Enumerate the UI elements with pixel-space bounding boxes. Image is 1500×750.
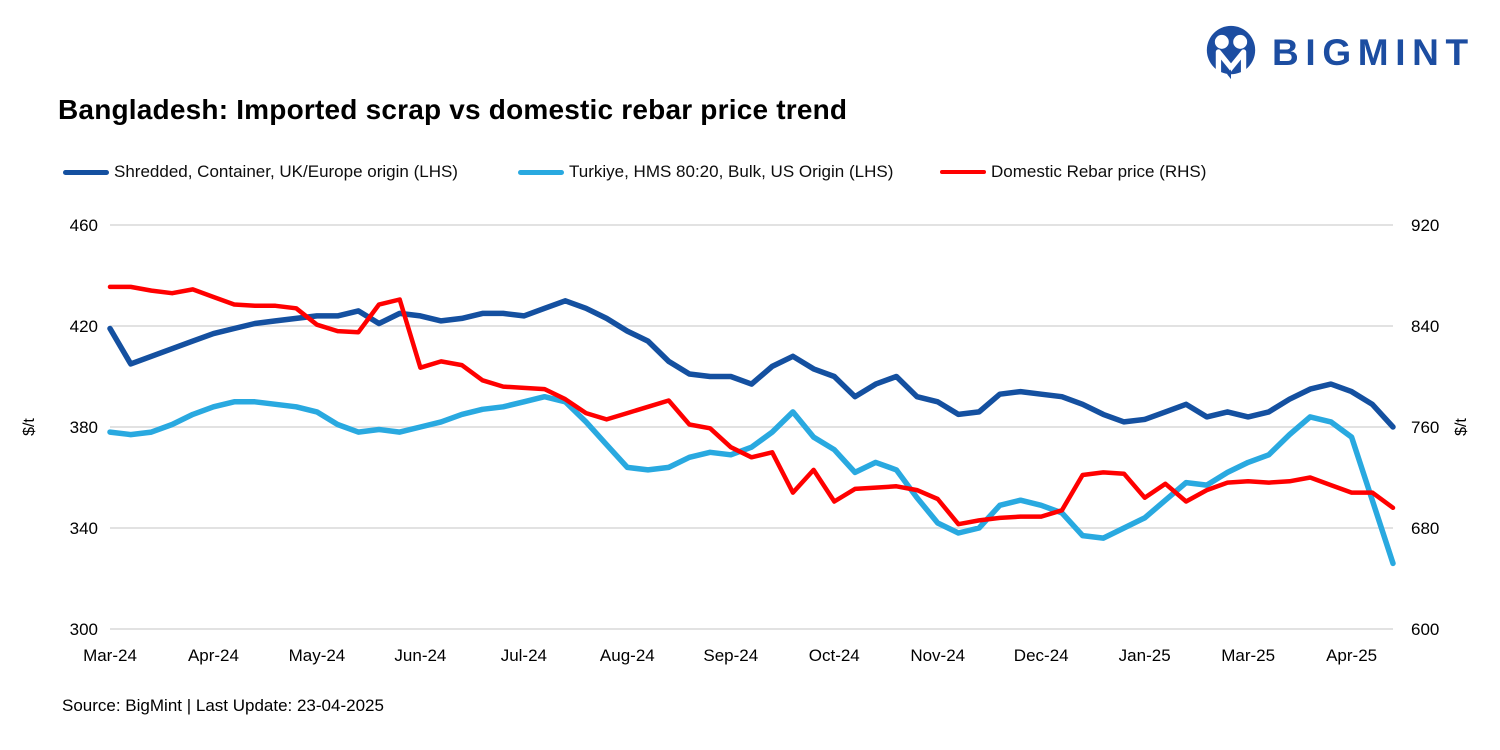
- x-axis-tick-label: Oct-24: [809, 646, 860, 665]
- right-axis-tick-label: 600: [1411, 620, 1439, 639]
- x-axis-tick-label: Apr-24: [188, 646, 239, 665]
- x-axis-tick-label: Mar-25: [1221, 646, 1275, 665]
- x-axis-tick-label: Jul-24: [501, 646, 547, 665]
- x-axis-tick-label: Apr-25: [1326, 646, 1377, 665]
- x-axis-tick-label: Aug-24: [600, 646, 655, 665]
- legend-item-domestic-rebar: Domestic Rebar price (RHS): [940, 160, 1206, 184]
- series-line-shredded: [107, 298, 1396, 430]
- right-axis-tick-label: 840: [1411, 317, 1439, 336]
- right-axis-title: $/t: [1453, 418, 1470, 436]
- left-axis-title: $/t: [21, 418, 38, 436]
- bigmint-people-m-icon: [1206, 25, 1256, 80]
- legend-line-swatch-dark-blue: [63, 169, 109, 175]
- left-axis-tick-label: 420: [70, 317, 98, 336]
- left-axis-tick-label: 460: [70, 216, 98, 235]
- series-line-rebar: [107, 284, 1396, 527]
- right-axis-tick-label: 680: [1411, 519, 1439, 538]
- x-axis-tick-label: Jan-25: [1119, 646, 1171, 665]
- x-axis-tick-label: Sep-24: [703, 646, 758, 665]
- chart-legend: Shredded, Container, UK/Europe origin (L…: [0, 160, 1500, 184]
- x-axis-tick-label: Mar-24: [83, 646, 137, 665]
- bigmint-logo-text: BIGMINT: [1272, 32, 1475, 73]
- legend-line-swatch-light-blue: [518, 169, 564, 175]
- right-axis-tick-label: 760: [1411, 418, 1439, 437]
- x-axis-tick-label: May-24: [289, 646, 346, 665]
- legend-line-swatch-red: [940, 170, 986, 174]
- legend-label: Shredded, Container, UK/Europe origin (L…: [114, 162, 458, 181]
- right-axis-tick-label: 920: [1411, 216, 1439, 235]
- x-axis-tick-label: Dec-24: [1014, 646, 1069, 665]
- left-axis-tick-label: 340: [70, 519, 98, 538]
- bigmint-logo: BIGMINT: [1202, 22, 1475, 84]
- source-note: Source: BigMint | Last Update: 23-04-202…: [62, 696, 384, 715]
- legend-label: Turkiye, HMS 80:20, Bulk, US Origin (LHS…: [569, 162, 894, 181]
- legend-label: Domestic Rebar price (RHS): [991, 162, 1207, 181]
- page-title: Bangladesh: Imported scrap vs domestic r…: [58, 94, 848, 125]
- series-line-turkiye-hms: [107, 393, 1396, 567]
- left-axis-tick-label: 380: [70, 418, 98, 437]
- x-axis-tick-label: Jun-24: [394, 646, 446, 665]
- left-axis-tick-label: 300: [70, 620, 98, 639]
- legend-item-shredded: Shredded, Container, UK/Europe origin (L…: [63, 160, 458, 184]
- x-axis-tick-label: Nov-24: [910, 646, 965, 665]
- legend-item-turkiye-hms: Turkiye, HMS 80:20, Bulk, US Origin (LHS…: [518, 160, 893, 184]
